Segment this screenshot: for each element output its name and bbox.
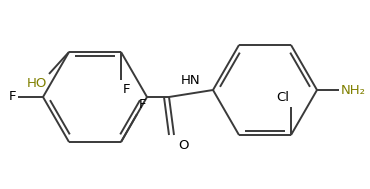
Text: F: F [9,91,16,104]
Text: HO: HO [27,77,47,90]
Text: Cl: Cl [276,91,289,104]
Text: F: F [139,98,147,111]
Text: HN: HN [181,74,201,88]
Text: F: F [123,83,131,96]
Text: O: O [178,139,188,152]
Text: NH₂: NH₂ [341,84,366,97]
